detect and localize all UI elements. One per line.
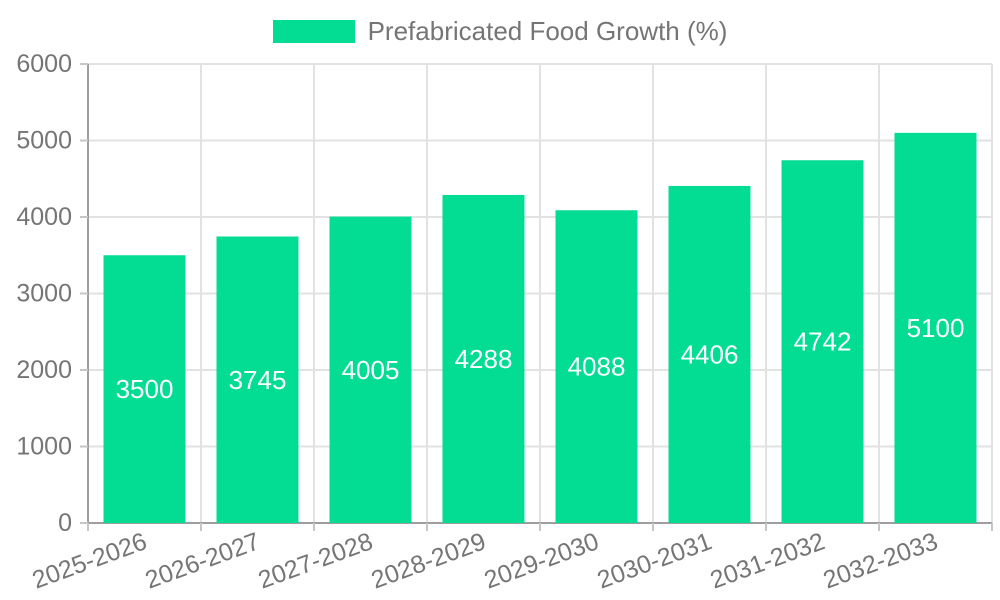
y-tick-label: 1000: [16, 433, 72, 461]
bar-value-label: 4088: [568, 352, 626, 382]
bar[interactable]: [894, 132, 977, 523]
x-tick-label: 2025-2026: [29, 527, 151, 594]
legend-label: Prefabricated Food Growth (%): [367, 16, 728, 46]
y-tick-label: 0: [58, 509, 72, 537]
bar-value-label: 4406: [681, 339, 739, 369]
x-tick-label: 2031-2032: [707, 527, 829, 594]
y-tick-label: 6000: [16, 50, 72, 78]
y-tick-label: 5000: [16, 127, 72, 155]
x-tick-label: 2026-2027: [142, 527, 264, 594]
legend-swatch-icon: [272, 19, 355, 43]
bar-value-label: 4005: [342, 355, 400, 385]
x-tick-label: 2027-2028: [255, 527, 377, 594]
bar-value-label: 4288: [455, 344, 513, 374]
y-tick-label: 4000: [16, 203, 72, 231]
bar[interactable]: [442, 194, 525, 523]
bar-value-label: 4742: [794, 327, 852, 357]
bar[interactable]: [781, 160, 864, 523]
bar[interactable]: [216, 236, 299, 523]
bar-value-label: 3500: [116, 374, 174, 404]
x-tick-label: 2032-2033: [820, 527, 942, 594]
legend-item[interactable]: Prefabricated Food Growth (%): [272, 16, 728, 46]
bar[interactable]: [103, 255, 186, 523]
y-tick-label: 2000: [16, 356, 72, 384]
x-tick-label: 2030-2031: [594, 527, 716, 594]
bar-value-label: 3745: [229, 365, 287, 395]
x-tick-label: 2028-2029: [368, 527, 490, 594]
y-tick-label: 3000: [16, 280, 72, 308]
bar[interactable]: [329, 216, 412, 523]
bar[interactable]: [555, 210, 638, 523]
x-tick-label: 2029-2030: [481, 527, 603, 594]
bar-value-label: 5100: [907, 313, 965, 343]
legend: Prefabricated Food Growth (%): [0, 16, 1000, 46]
bar[interactable]: [668, 185, 751, 524]
